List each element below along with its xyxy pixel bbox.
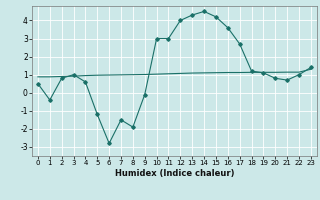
X-axis label: Humidex (Indice chaleur): Humidex (Indice chaleur) [115, 169, 234, 178]
